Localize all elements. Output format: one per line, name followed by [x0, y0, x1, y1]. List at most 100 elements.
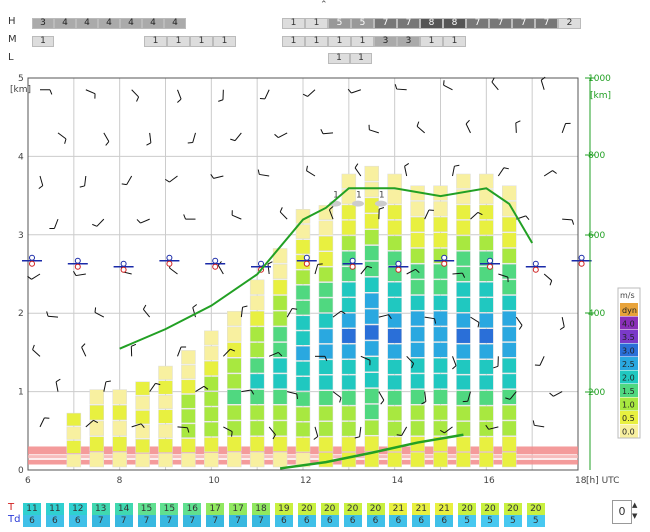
- legend-swatch: [620, 397, 638, 411]
- wind-barb-flag: [452, 365, 457, 370]
- wind-barb: [103, 132, 110, 142]
- wind-barb: [268, 426, 276, 435]
- dewpoint-cell: 6: [68, 515, 87, 527]
- cloud-bar-segment: [456, 235, 471, 251]
- cloud-bar-segment: [89, 420, 104, 436]
- cloud-bar-segment: [387, 390, 402, 406]
- cloud-cell-m: 1: [32, 36, 54, 47]
- cloud-bar-segment: [387, 421, 402, 437]
- cloud-bar-segment: [433, 232, 448, 248]
- cloud-bar-segment: [341, 405, 357, 421]
- wind-barb: [332, 310, 342, 318]
- wind-barb: [332, 391, 342, 399]
- y-axis-unit: [km]: [10, 85, 31, 95]
- wind-barb-flag: [324, 356, 328, 362]
- y-tick-label: 1: [18, 388, 24, 398]
- cloud-bar-segment: [410, 216, 425, 233]
- wind-barb: [57, 132, 67, 140]
- wind-barb-flag: [379, 207, 385, 210]
- collapse-caret-icon[interactable]: ⌃: [320, 0, 328, 10]
- wind-barb: [259, 173, 270, 177]
- cloud-bar-segment: [204, 437, 219, 453]
- cloud-bar-segment: [410, 452, 425, 468]
- freezing-level-dot: [487, 257, 493, 264]
- wind-barb: [177, 89, 182, 100]
- wind-barb: [497, 167, 505, 177]
- wind-barb-flag: [230, 348, 236, 352]
- cloud-bar-segment: [318, 251, 334, 267]
- cloud-bar-segment: [181, 408, 196, 424]
- cloud-cell-h: 1: [282, 18, 305, 29]
- temperature-cell: 11: [45, 503, 64, 515]
- cloud-bar-segment: [364, 388, 379, 404]
- cloud-bar-segment: [272, 248, 288, 264]
- cloud-bar-segment: [479, 235, 494, 251]
- wind-barb: [359, 426, 362, 437]
- dewpoint-cell: 5: [481, 515, 499, 527]
- cloud-bar-segment: [318, 452, 334, 468]
- cloud-bar-segment: [364, 340, 379, 357]
- cloud-bar-segment: [158, 409, 173, 424]
- wind-barb-flag: [366, 265, 373, 269]
- wind-barb: [223, 426, 233, 433]
- cloud-bar-segment: [433, 185, 448, 201]
- freezing-level-dot: [120, 266, 127, 273]
- cloud-bar-segment: [341, 343, 357, 359]
- cloud-bar-segment: [227, 373, 242, 389]
- cloud-bar-segment: [112, 389, 127, 405]
- wind-barb-flag: [302, 93, 308, 97]
- stepper-icon[interactable]: ▲ ▼: [632, 501, 638, 520]
- wind-barb: [452, 272, 463, 275]
- freezing-level-dot: [74, 257, 81, 264]
- wind-barb: [126, 175, 133, 185]
- freezing-level-dot: [532, 260, 539, 267]
- cloud-bar-segment: [364, 356, 379, 372]
- wind-barb-flag: [462, 272, 466, 278]
- wind-barb-flag: [532, 420, 535, 426]
- cloud-bar-segment: [227, 326, 242, 342]
- freezing-level-dot: [349, 263, 356, 270]
- cloud-bar-segment: [135, 439, 150, 453]
- freezing-level-dot: [349, 257, 356, 264]
- dewpoint-cell: 5: [503, 515, 522, 527]
- wind-barb: [561, 317, 565, 328]
- cloud-bar-segment: [502, 436, 517, 452]
- cloud-bar-segment: [502, 263, 517, 280]
- wind-barb: [515, 316, 523, 326]
- cloud-bar-segment: [135, 453, 150, 468]
- wind-barb: [488, 426, 499, 430]
- time-offset-input[interactable]: 0: [612, 500, 632, 524]
- cloud-bar-segment: [318, 297, 334, 313]
- cloud-bar-segment: [456, 313, 471, 328]
- wind-barb-flag: [415, 268, 420, 273]
- cloud-bar-segment: [227, 389, 242, 405]
- temperature-cell: 11: [23, 503, 41, 515]
- wind-barb-flag: [136, 219, 141, 224]
- wind-barb-flag: [340, 310, 346, 315]
- legend-swatch: [620, 330, 638, 343]
- wind-barb: [241, 389, 252, 393]
- wind-barb-flag: [192, 304, 198, 308]
- freezing-level-dot: [395, 260, 402, 267]
- freezing-level-dot: [29, 260, 35, 267]
- dewpoint-cell: 6: [366, 515, 385, 527]
- wind-barb: [443, 84, 453, 91]
- cloud-bar-segment: [410, 373, 425, 389]
- legend-swatch: [620, 357, 638, 370]
- cloud-bar-segment: [387, 189, 402, 205]
- wind-barb-flag: [477, 211, 483, 216]
- wind-barb: [81, 347, 87, 357]
- right-tick-label: 200: [588, 388, 605, 398]
- wind-barb-flag: [404, 163, 410, 167]
- x-tick-label: 6: [25, 476, 31, 486]
- temperature-cell: 15: [160, 503, 179, 515]
- cloud-bar-segment: [158, 453, 173, 468]
- wind-barb: [396, 88, 407, 91]
- cloud-bar-segment: [410, 295, 425, 311]
- cloud-bar-segment: [295, 391, 311, 407]
- dewpoint-cell: 7: [252, 515, 270, 527]
- cloud-bar-segment: [204, 406, 219, 422]
- dewpoint-cell: 5: [526, 515, 545, 527]
- cloud-bar-segment: [112, 420, 127, 436]
- cloud-bar-segment: [364, 165, 379, 182]
